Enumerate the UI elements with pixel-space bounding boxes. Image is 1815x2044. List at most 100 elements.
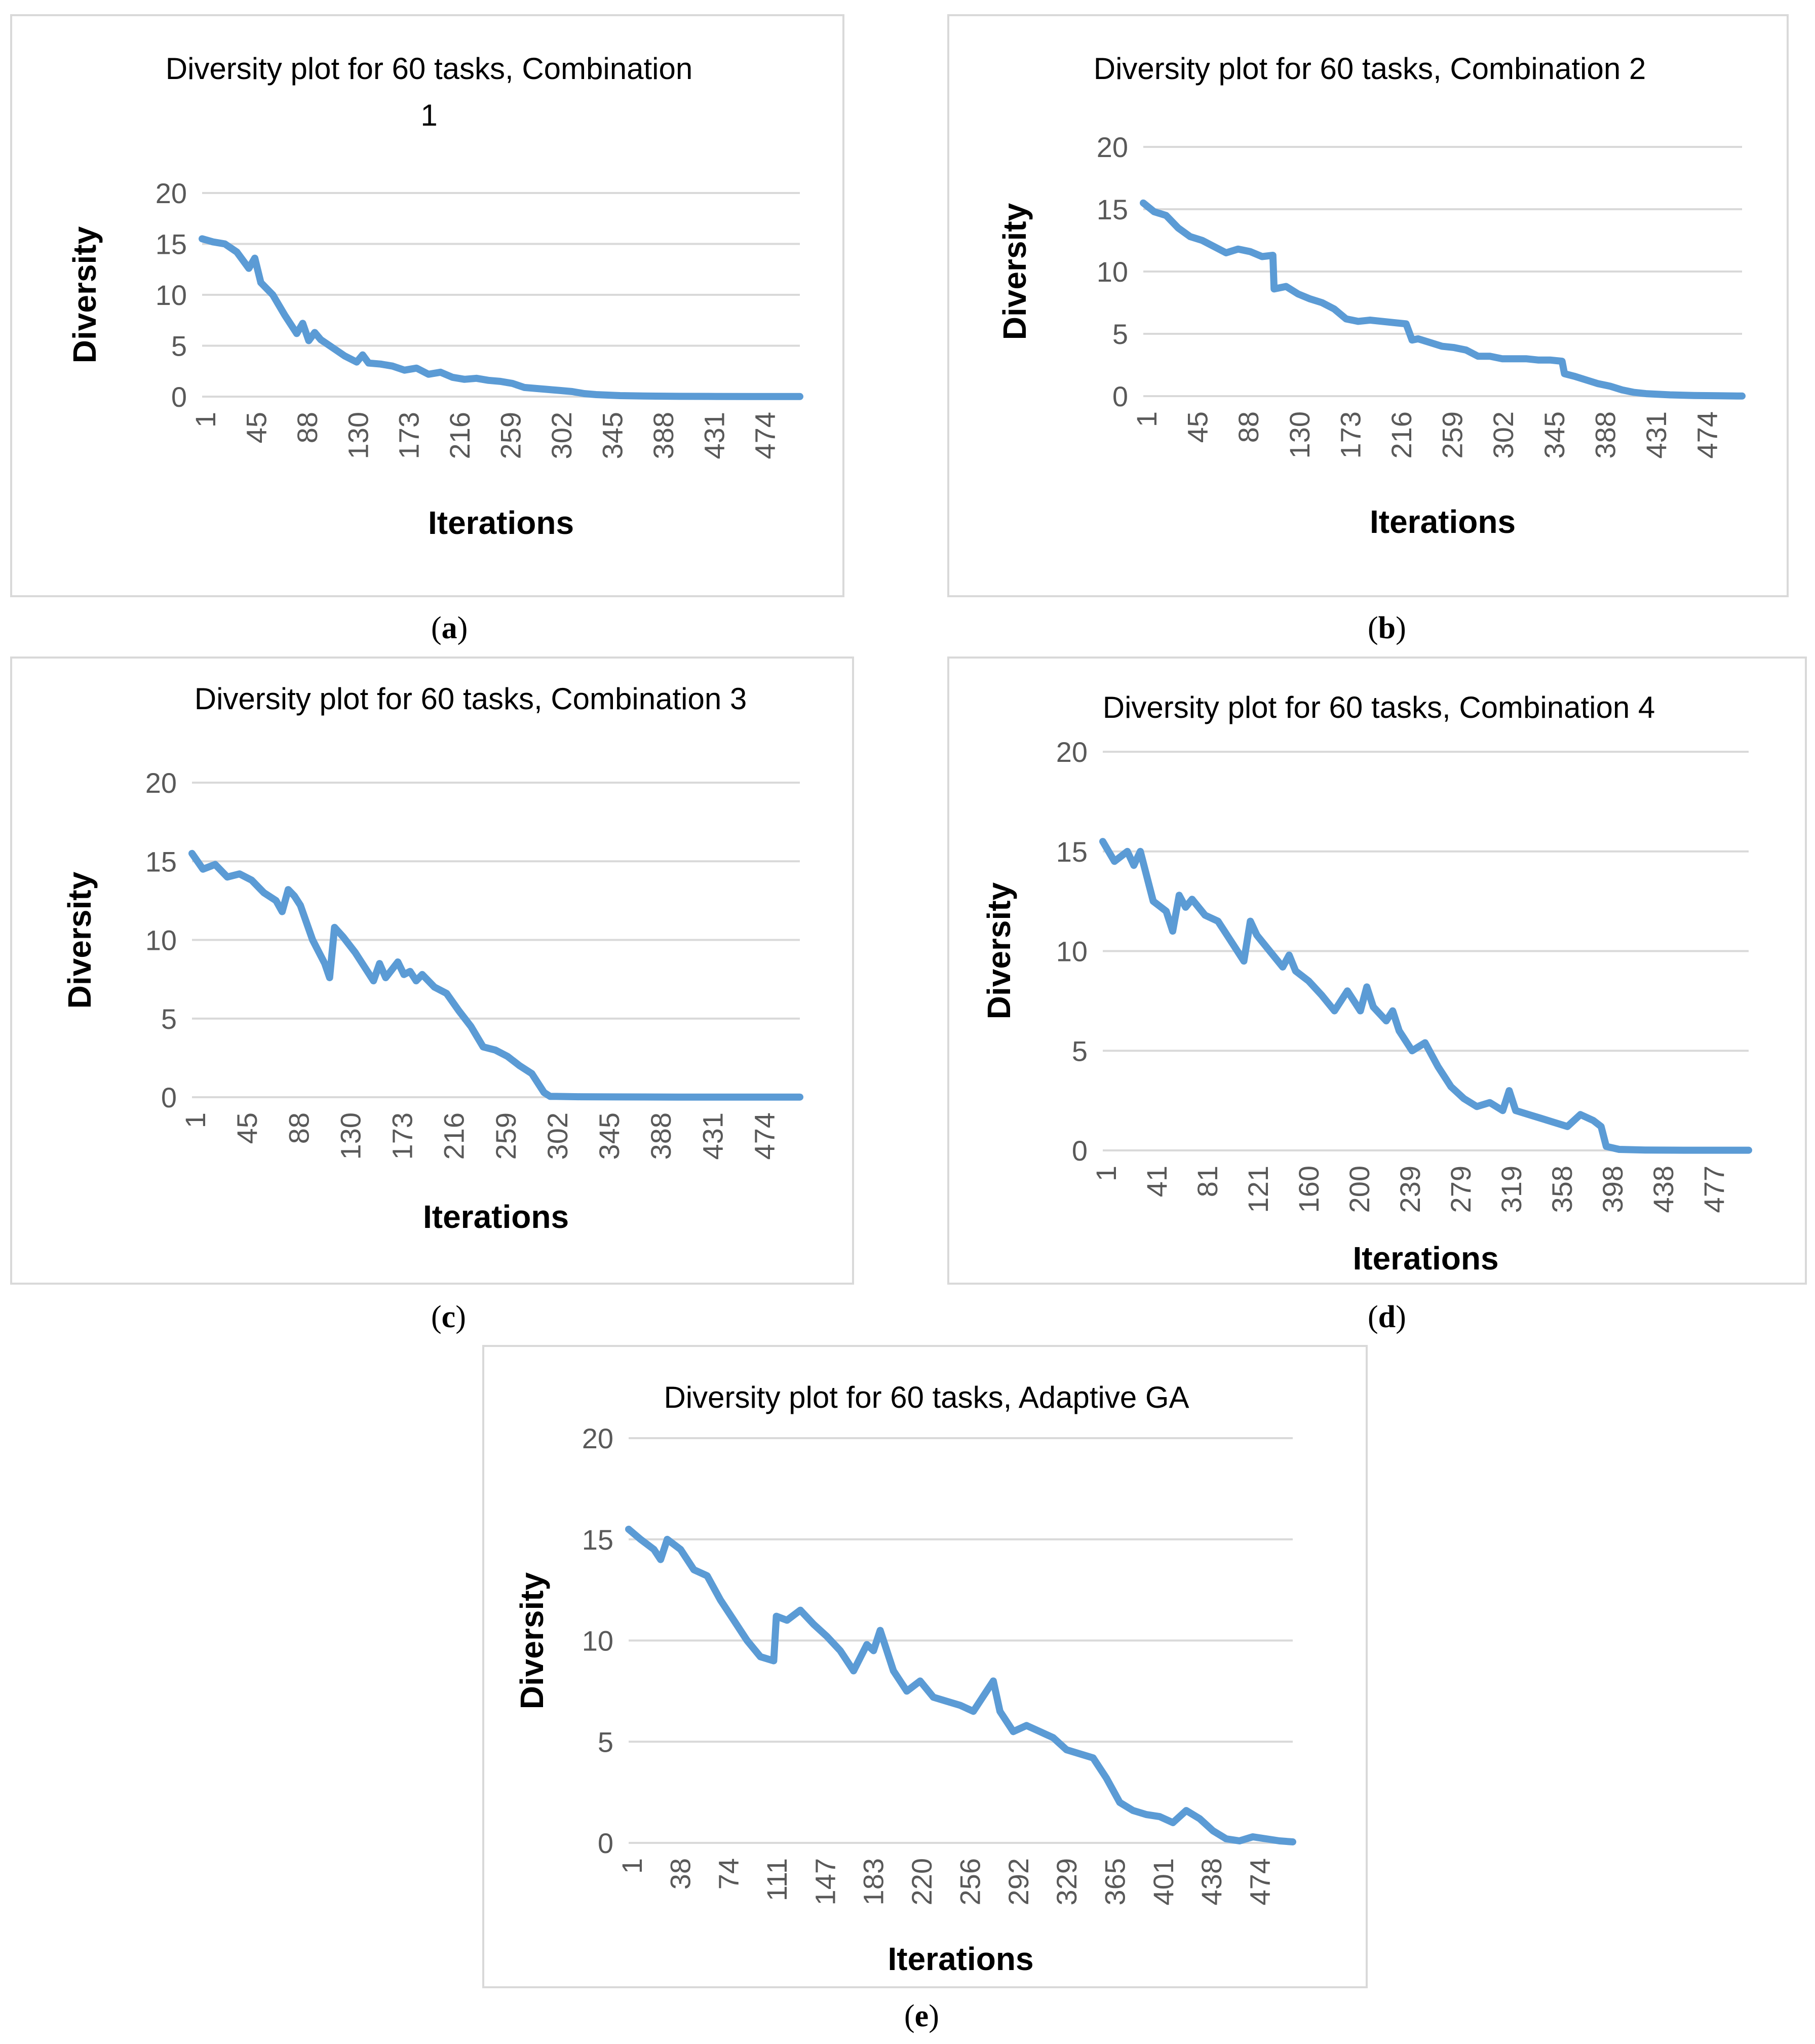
- data-series: [625, 1525, 1296, 1845]
- chart-title-line-1: Diversity plot for 60 tasks, Combination…: [1103, 690, 1655, 724]
- caption-letter: a: [441, 611, 457, 645]
- y-tick-label: 5: [161, 1003, 177, 1035]
- x-axis-label: Iterations: [887, 1941, 1033, 1977]
- x-tick-label: 41: [1141, 1166, 1173, 1197]
- x-tick-label: 147: [809, 1858, 841, 1905]
- x-tick-label: 216: [1385, 411, 1417, 458]
- data-series: [1140, 199, 1746, 400]
- y-tick-label: 10: [145, 924, 177, 956]
- y-tick-label: 0: [1112, 380, 1128, 412]
- chart-title-line-1: Diversity plot for 60 tasks, Combination…: [1094, 52, 1646, 86]
- x-tick-label: 183: [858, 1858, 890, 1905]
- y-tick-label: 5: [1112, 318, 1128, 350]
- y-axis-label: Diversity: [61, 871, 98, 1009]
- y-axis-label: Diversity: [981, 882, 1017, 1019]
- x-tick-label: 329: [1051, 1858, 1083, 1905]
- y-tick-labels: 0 5 10 15 20: [1097, 131, 1128, 412]
- chart-panel-b: Diversity plot for 60 tasks, Combination…: [947, 14, 1789, 597]
- x-tick-label: 130: [342, 412, 374, 459]
- y-tick-label: 5: [1072, 1035, 1088, 1067]
- x-tick-labels: 1 38 74 111 147 183 220 256 292 329 365 401 438 474: [616, 1858, 1276, 1905]
- y-axis-label: Diversity: [514, 1572, 550, 1709]
- y-tick-label: 20: [1056, 736, 1088, 768]
- x-tick-label: 111: [761, 1858, 793, 1901]
- caption-letter: c: [441, 1300, 456, 1334]
- caption-letter: e: [914, 1999, 929, 2033]
- x-tick-label: 259: [1437, 411, 1469, 458]
- chart-svg-e: Diversity plot for 60 tasks, Adaptive GA…: [514, 1380, 1296, 1977]
- x-tick-label: 45: [240, 412, 272, 443]
- x-tick-label: 302: [546, 412, 577, 459]
- chart-panel-a: Diversity plot for 60 tasks, Combination…: [10, 14, 844, 597]
- x-tick-label: 345: [1538, 411, 1570, 458]
- x-tick-label: 160: [1293, 1166, 1325, 1213]
- caption-c: (c): [431, 1300, 466, 1334]
- y-tick-label: 5: [171, 330, 187, 362]
- y-tick-label: 0: [598, 1827, 613, 1859]
- x-tick-label: 259: [490, 1112, 522, 1160]
- data-series: [199, 235, 803, 400]
- y-tick-label: 0: [161, 1082, 177, 1113]
- x-tick-label: 88: [1232, 411, 1264, 443]
- y-tick-label: 5: [598, 1726, 613, 1758]
- x-tick-label: 365: [1099, 1858, 1131, 1905]
- x-tick-label: 474: [1244, 1858, 1276, 1905]
- x-tick-label: 216: [444, 412, 476, 459]
- caption-b: (b): [1368, 611, 1406, 645]
- chart-svg-c: Diversity plot for 60 tasks, Combination…: [61, 682, 803, 1235]
- x-tick-label: 216: [438, 1112, 470, 1160]
- chart-panel-c: Diversity plot for 60 tasks, Combination…: [10, 657, 854, 1285]
- x-axis-label: Iterations: [1353, 1240, 1498, 1277]
- x-tick-label: 45: [231, 1112, 263, 1144]
- x-tick-label: 388: [647, 412, 679, 459]
- series-line-diversity: [1140, 199, 1746, 400]
- x-tick-label: 1: [1090, 1166, 1122, 1181]
- y-tick-label: 20: [156, 177, 187, 209]
- data-series: [188, 850, 803, 1101]
- x-axis-label: Iterations: [428, 505, 574, 541]
- x-tick-label: 81: [1191, 1166, 1223, 1197]
- gridlines: [629, 1437, 1293, 1844]
- y-tick-label: 15: [582, 1524, 613, 1556]
- x-tick-label: 130: [334, 1112, 366, 1160]
- y-tick-label: 20: [582, 1422, 613, 1454]
- x-tick-label: 279: [1445, 1166, 1477, 1213]
- y-tick-labels: 0 5 10 15 20: [145, 767, 177, 1113]
- x-tick-label: 474: [749, 412, 781, 459]
- x-tick-label: 431: [698, 412, 730, 459]
- chart-title-line-1: Diversity plot for 60 tasks, Combination…: [195, 682, 747, 716]
- x-tick-label: 401: [1147, 1858, 1179, 1905]
- series-line-diversity: [1099, 838, 1752, 1154]
- series-line-diversity: [188, 850, 803, 1101]
- caption-e: (e): [904, 1999, 939, 2033]
- y-tick-label: 20: [1097, 131, 1128, 163]
- y-tick-labels: 0 5 10 15 20: [1056, 736, 1088, 1167]
- x-tick-label: 130: [1284, 411, 1316, 458]
- chart-title-line-2: 1: [420, 98, 437, 132]
- x-tick-label: 345: [593, 1112, 625, 1160]
- x-axis-label: Iterations: [423, 1199, 569, 1235]
- chart-panel-e: Diversity plot for 60 tasks, Adaptive GA…: [482, 1345, 1368, 1988]
- x-tick-label: 474: [1691, 411, 1723, 458]
- series-line-diversity: [625, 1525, 1296, 1845]
- chart-title-line-1: Diversity plot for 60 tasks, Adaptive GA: [664, 1380, 1189, 1414]
- caption-letter: d: [1378, 1300, 1396, 1334]
- x-tick-label: 398: [1597, 1166, 1629, 1213]
- x-tick-label: 292: [1002, 1858, 1034, 1905]
- x-tick-label: 38: [664, 1858, 696, 1889]
- x-tick-label: 358: [1546, 1166, 1578, 1213]
- x-tick-label: 1: [616, 1858, 648, 1874]
- x-tick-label: 1: [189, 412, 221, 428]
- gridlines: [1143, 146, 1742, 397]
- x-tick-label: 388: [645, 1112, 677, 1160]
- y-tick-label: 10: [582, 1625, 613, 1657]
- x-tick-label: 88: [283, 1112, 315, 1144]
- y-tick-label: 15: [156, 228, 187, 260]
- x-tick-label: 45: [1182, 411, 1214, 443]
- x-tick-label: 438: [1195, 1858, 1227, 1905]
- y-tick-label: 10: [1097, 256, 1128, 288]
- caption-a: (a): [431, 611, 468, 645]
- x-tick-label: 239: [1394, 1166, 1426, 1213]
- data-series: [1099, 838, 1752, 1154]
- y-tick-label: 15: [145, 845, 177, 877]
